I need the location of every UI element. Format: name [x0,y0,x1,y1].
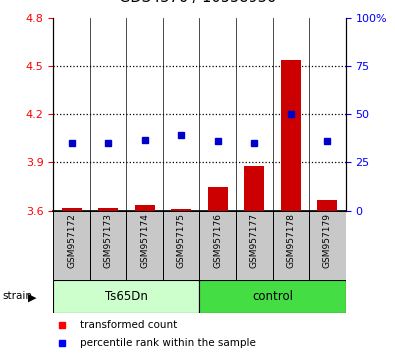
Bar [90,211,126,280]
Text: GSM957173: GSM957173 [103,213,113,268]
Bar [53,211,90,280]
Bar [53,280,199,313]
Text: control: control [252,290,293,303]
Bar [281,60,301,211]
Bar [98,208,118,211]
Bar [317,200,337,211]
Text: GSM957177: GSM957177 [250,213,259,268]
Bar [171,209,191,211]
Bar [199,280,346,313]
Bar [135,205,155,211]
Bar [208,187,228,211]
Bar [62,208,82,211]
Text: GSM957172: GSM957172 [67,213,76,268]
Bar [309,211,346,280]
Text: ▶: ▶ [28,292,37,303]
Text: GSM957174: GSM957174 [140,213,149,268]
Bar [163,211,199,280]
Bar [199,211,236,280]
Text: GSM957178: GSM957178 [286,213,295,268]
Text: percentile rank within the sample: percentile rank within the sample [80,338,256,348]
Bar [236,211,273,280]
Text: GSM957175: GSM957175 [177,213,186,268]
Text: GDS4376 / 10558936: GDS4376 / 10558936 [119,0,276,5]
Text: GSM957179: GSM957179 [323,213,332,268]
Bar [126,211,163,280]
Text: transformed count: transformed count [80,320,177,330]
Bar [244,166,264,211]
Text: strain: strain [2,291,32,302]
Text: GSM957176: GSM957176 [213,213,222,268]
Bar [273,211,309,280]
Text: Ts65Dn: Ts65Dn [105,290,148,303]
